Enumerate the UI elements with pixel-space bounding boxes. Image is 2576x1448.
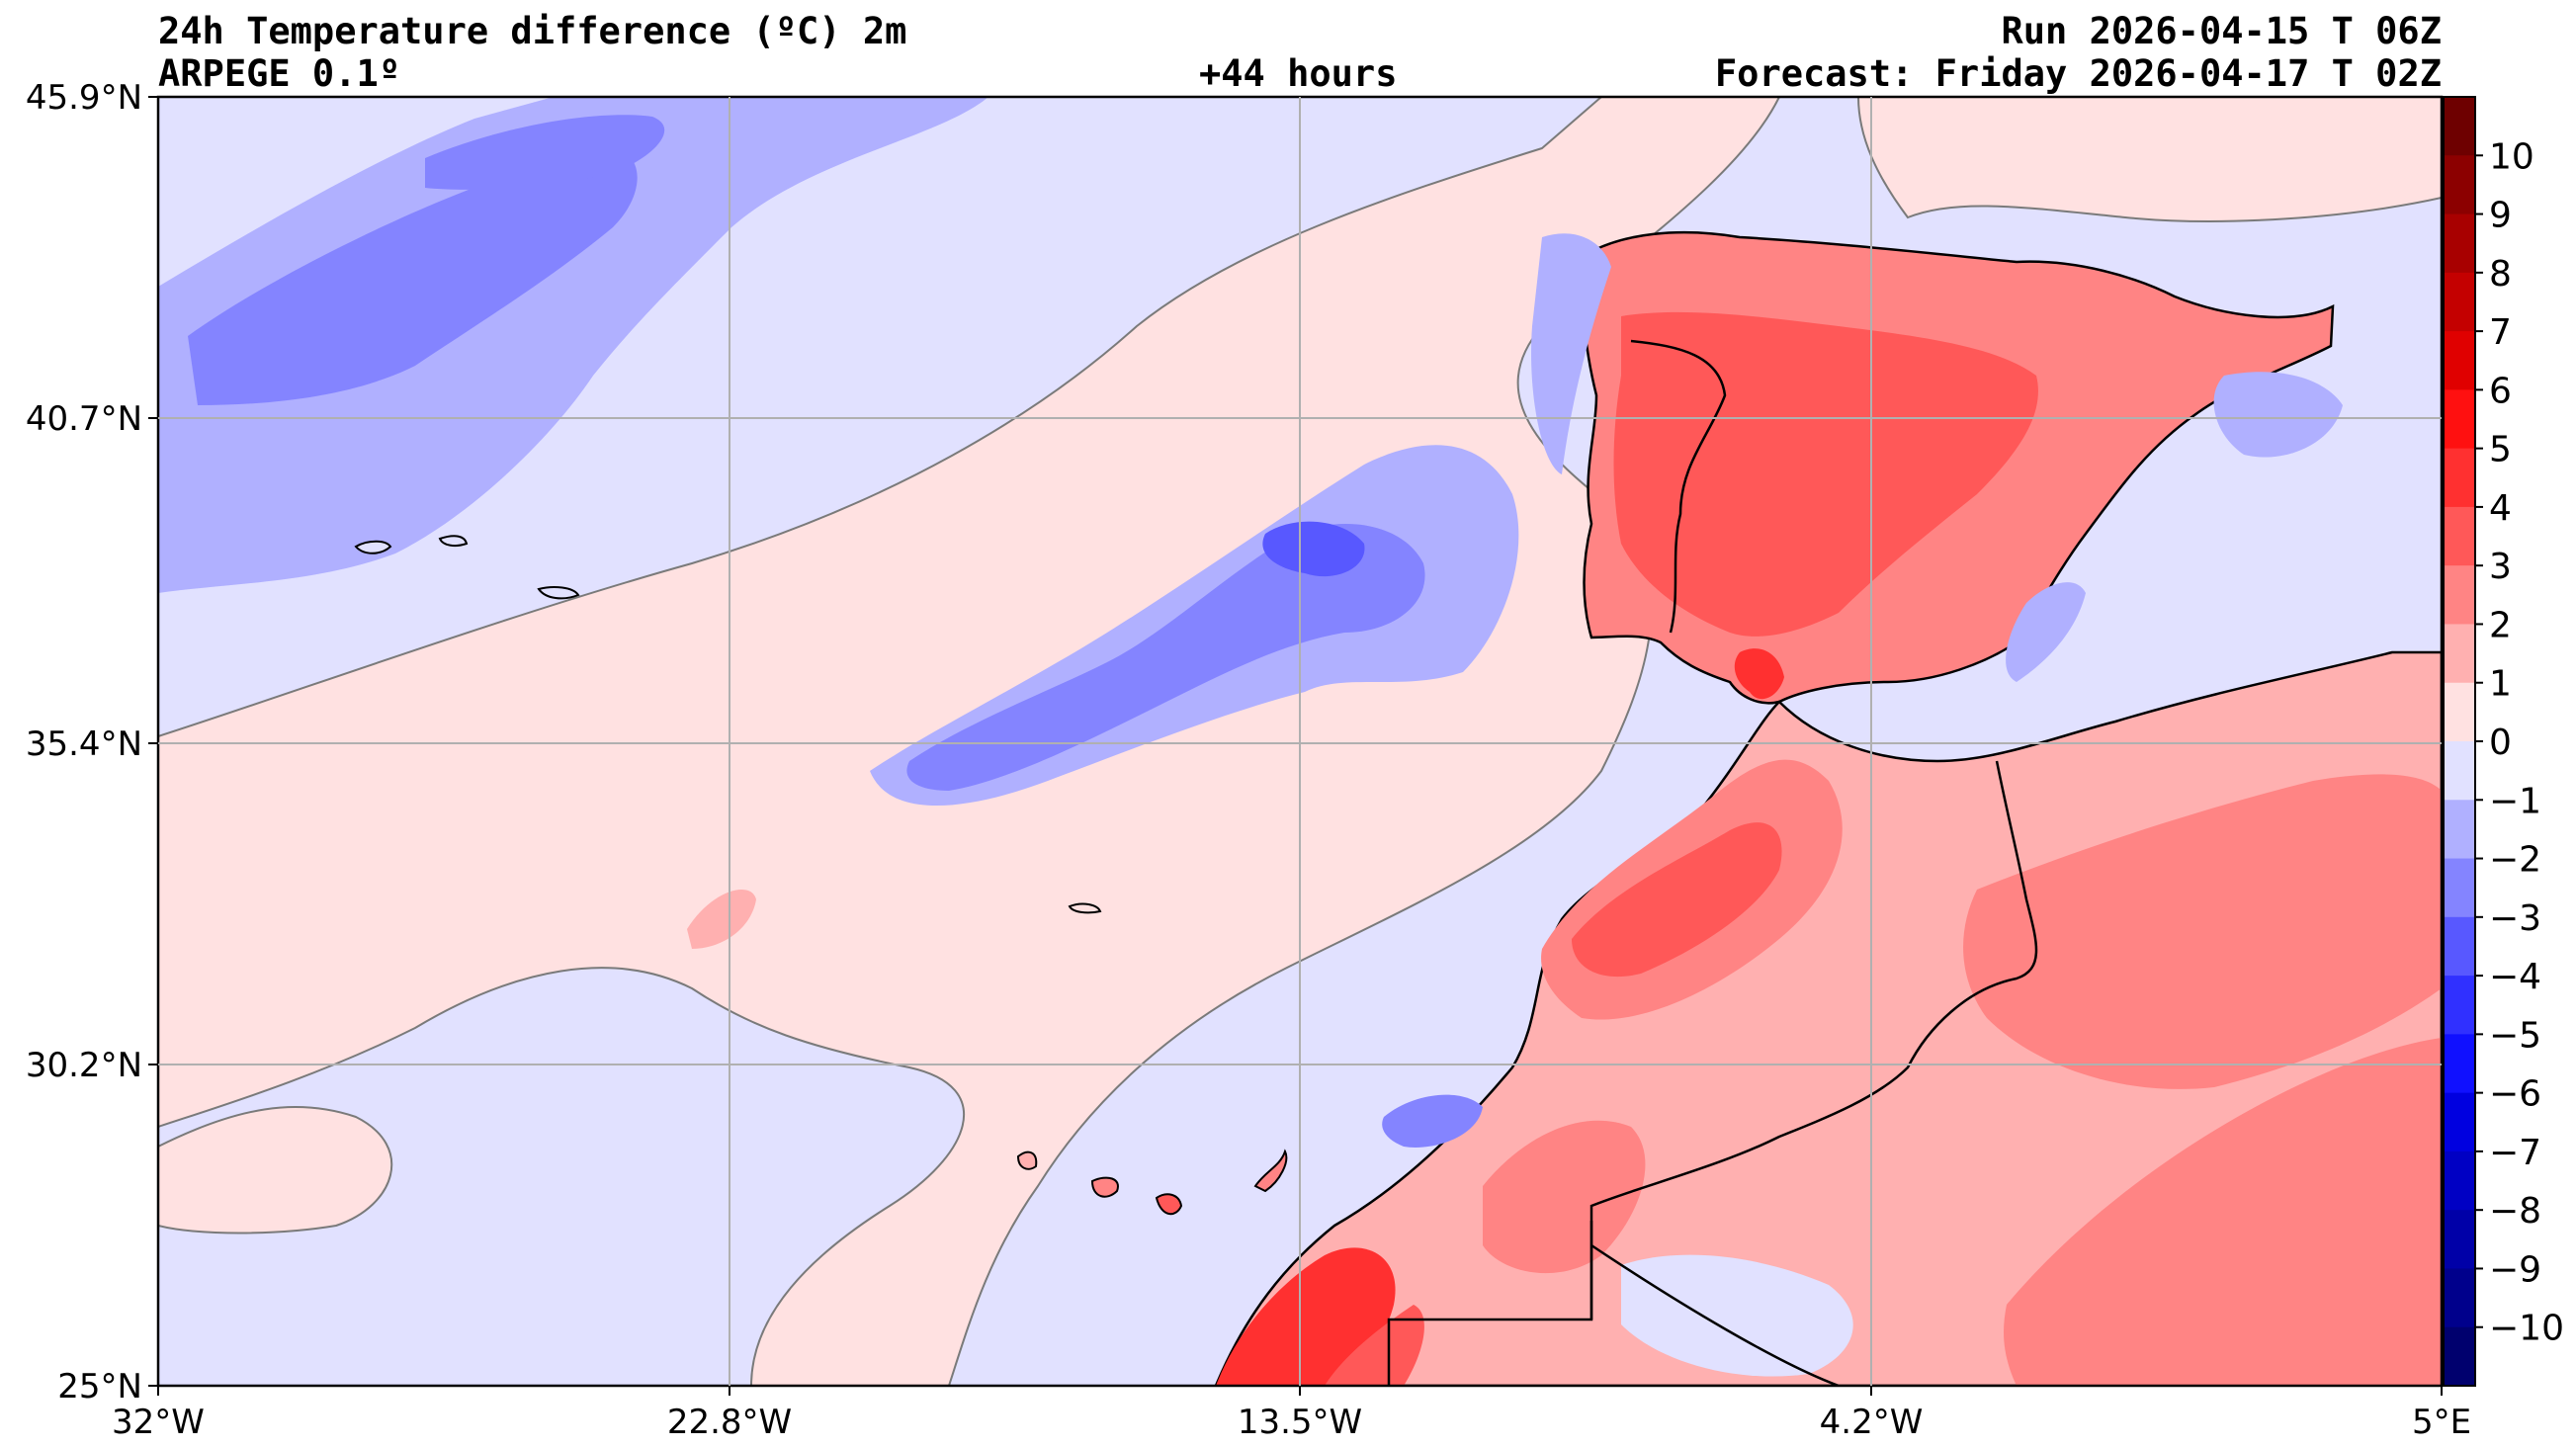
- canary-island-1: [1090, 1176, 1119, 1198]
- western-sahara-border: [1387, 1221, 1593, 1386]
- colorbar-segment: [2444, 741, 2475, 801]
- north-atlantic-negative-2: [188, 146, 638, 405]
- colorbar-segment: [2444, 1326, 2475, 1387]
- colorbar-label: 5: [2489, 430, 2512, 470]
- coastal-negative-patch: [1382, 1094, 1483, 1148]
- colorbar-segment: [2444, 565, 2475, 626]
- mid-atlantic-warm-patch: [687, 890, 756, 949]
- colorbar-segment: [2444, 1034, 2475, 1094]
- portugal-spain-border: [1630, 339, 1727, 634]
- colorbar-segment: [2444, 331, 2475, 390]
- colorbar-segment: [2444, 858, 2475, 918]
- colorbar-segment: [2444, 1268, 2475, 1328]
- colorbar-segment: [2444, 976, 2475, 1035]
- lat-tick-label: 35.4°N: [26, 724, 142, 764]
- colorbar-label: −1: [2489, 781, 2541, 821]
- lat-tick-label: 25°N: [57, 1367, 142, 1406]
- colorbar-label: −9: [2489, 1249, 2541, 1290]
- colorbar-segment: [2444, 1210, 2475, 1270]
- sahara-west-cool-patch: [1621, 1254, 1853, 1377]
- lat-tick-label: 45.9°N: [26, 78, 142, 118]
- biscay-positive: [1856, 97, 2442, 222]
- colorbar-label: −3: [2489, 898, 2541, 939]
- map-title: 24h Temperature difference (ºC) 2m: [158, 10, 907, 52]
- colorbar-segment: [2444, 800, 2475, 860]
- southwest-atlantic-positive: [158, 1106, 393, 1235]
- colorbar-label: 9: [2489, 196, 2512, 236]
- canary-island-2: [1155, 1193, 1183, 1216]
- colorbar-label: −7: [2489, 1133, 2541, 1173]
- colorbar-label: 8: [2489, 254, 2512, 295]
- offshore-negative-core: [1262, 521, 1365, 577]
- colorbar-segment: [2444, 213, 2475, 274]
- colorbar-segment: [2444, 448, 2475, 508]
- colorbar-segment: [2444, 624, 2475, 684]
- colorbar-label: −2: [2489, 840, 2541, 881]
- iberia-southeast-cool: [2006, 582, 2086, 682]
- mauritania-border: [1590, 1243, 1840, 1386]
- colorbar-label: −4: [2489, 957, 2541, 997]
- colorbar-label: 7: [2489, 312, 2512, 353]
- iberia-warm-core: [1613, 311, 2038, 637]
- colorbar-segment: [2444, 389, 2475, 450]
- canary-island-4: [1016, 1150, 1038, 1170]
- graticule: [148, 96, 2443, 1396]
- colorbar-segment: [2444, 155, 2475, 215]
- sahara-west-warm: [1483, 1120, 1646, 1274]
- southwest-warm-core: [1325, 1305, 1424, 1386]
- north-atlantic-negative-3: [425, 115, 665, 190]
- colorbar-label: 1: [2489, 664, 2512, 705]
- colorbar-segment: [2444, 272, 2475, 332]
- model-label: ARPEGE 0.1º: [158, 52, 401, 95]
- colorbar-segment: [2444, 682, 2475, 742]
- lon-tick-label: 32°W: [112, 1403, 205, 1442]
- madeira-island: [1068, 902, 1102, 914]
- offshore-negative-tongue-2: [906, 524, 1425, 791]
- colorbar-label: 0: [2489, 723, 2512, 763]
- lead-time-label: +44 hours: [1199, 52, 1398, 95]
- run-label: Run 2026-04-15 T 06Z: [2001, 10, 2442, 52]
- iberia-hot-spot: [1734, 648, 1784, 700]
- lon-tick-label: 5°E: [2412, 1403, 2471, 1442]
- lon-tick-label: 22.8°W: [667, 1403, 792, 1442]
- azores-island-2: [438, 535, 469, 548]
- colorbar-label: −6: [2489, 1074, 2541, 1115]
- iberia-east-cool: [2213, 372, 2343, 458]
- morocco-hot-core: [1572, 822, 1782, 978]
- sahara-warm-band: [2004, 1038, 2442, 1386]
- colorbar-segment: [2444, 1092, 2475, 1152]
- colorbar-label: 2: [2489, 605, 2512, 645]
- lon-tick-label: 4.2°W: [1820, 1403, 1924, 1442]
- colorbar-label: 4: [2489, 488, 2512, 529]
- latitude-labels: 45.9°N 40.7°N 35.4°N 30.2°N 25°N: [26, 78, 142, 1406]
- colorbar-segment: [2444, 506, 2475, 566]
- colorbar-label: −10: [2489, 1309, 2564, 1349]
- longitude-labels: 32°W 22.8°W 13.5°W 4.2°W 5°E: [112, 1403, 2471, 1442]
- colorbar-segment: [2444, 97, 2475, 156]
- algeria-warm-band: [1963, 774, 2442, 1089]
- lat-tick-label: 40.7°N: [26, 399, 142, 439]
- canary-island-3: [1253, 1149, 1288, 1193]
- colorbar-label: −8: [2489, 1191, 2541, 1232]
- colorbar-label: 6: [2489, 371, 2512, 411]
- lon-tick-label: 13.5°W: [1238, 1403, 1362, 1442]
- colorbar-label: 10: [2489, 136, 2534, 177]
- lat-tick-label: 30.2°N: [26, 1046, 142, 1085]
- colorbar-segment: [2444, 1150, 2475, 1211]
- azores-island-3: [537, 586, 580, 600]
- azores-island-1: [354, 540, 392, 554]
- colorbar-label: 3: [2489, 547, 2512, 587]
- colorbar-label: −5: [2489, 1015, 2541, 1056]
- colorbar-segment: [2444, 916, 2475, 977]
- morocco-algeria-border: [1589, 760, 2038, 1320]
- galicia-coast-cool: [1531, 233, 1611, 474]
- north-atlantic-negative-1: [158, 97, 988, 593]
- southwest-hot-core: [1216, 1247, 1396, 1386]
- forecast-label: Forecast: Friday 2026-04-17 T 02Z: [1714, 52, 2442, 95]
